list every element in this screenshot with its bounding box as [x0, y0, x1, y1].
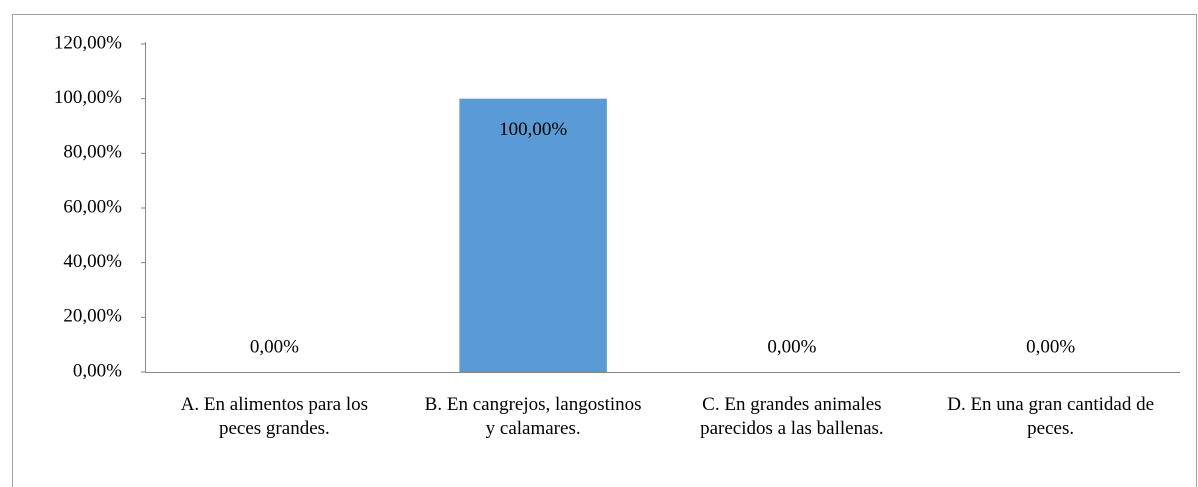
data-label: 0,00% [1026, 336, 1075, 357]
x-tick-label: D. En una gran cantidad de peces. [947, 394, 1154, 439]
x-tick-label: B. En cangrejos, langostinos y calamares. [425, 394, 642, 439]
y-tick-label: 120,00% [54, 32, 122, 53]
x-tick-label: A. En alimentos para los peces grandes. [181, 394, 368, 439]
y-tick-label: 100,00% [54, 87, 122, 108]
y-tick-label: 40,00% [63, 251, 122, 272]
data-label: 100,00% [499, 119, 567, 140]
y-tick-label: 0,00% [73, 360, 122, 381]
y-tick-label: 80,00% [63, 142, 122, 163]
y-tick-label: 20,00% [63, 306, 122, 327]
x-tick-label: C. En grandes animales parecidos a las ba… [700, 394, 884, 439]
bar [459, 98, 607, 373]
data-label: 0,00% [250, 336, 299, 357]
data-label: 0,00% [767, 336, 816, 357]
y-tick-label: 60,00% [63, 196, 122, 217]
